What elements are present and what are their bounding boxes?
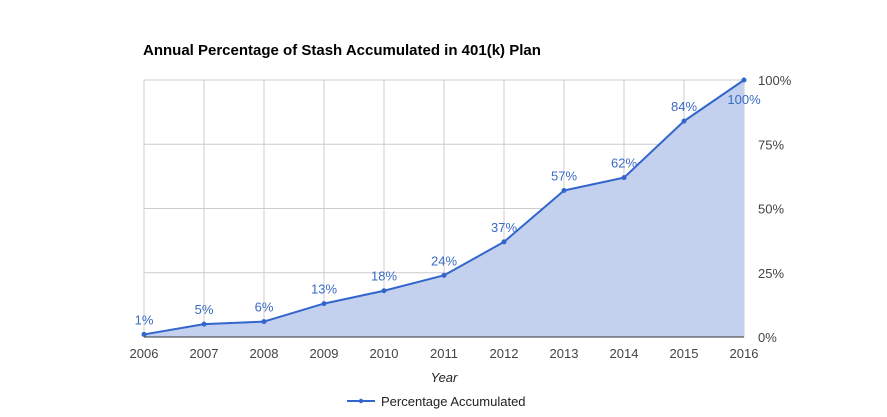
labels-layer: 1% 5% 6% 13% 18% 24% 37% 57% 62% 84% 100% (135, 92, 761, 327)
x-tick-label: 2009 (310, 346, 339, 361)
data-label: 1% (135, 312, 154, 327)
y-tick-label: 0% (758, 330, 777, 345)
x-tick-label: 2014 (610, 346, 639, 361)
data-point (621, 175, 627, 181)
y-tick-label: 100% (758, 73, 792, 88)
x-tick-label: 2015 (670, 346, 699, 361)
legend[interactable]: Percentage Accumulated (347, 394, 526, 409)
x-tick-label: 2008 (250, 346, 279, 361)
data-label: 6% (255, 300, 274, 315)
data-point (561, 188, 567, 194)
data-point (261, 319, 267, 325)
data-label: 24% (431, 253, 457, 268)
data-point (441, 272, 447, 278)
data-label: 84% (671, 99, 697, 114)
data-label: 62% (611, 156, 637, 171)
data-label: 100% (727, 92, 761, 107)
y-axis-ticks: 0% 25% 50% 75% 100% (758, 73, 792, 345)
x-tick-label: 2012 (490, 346, 519, 361)
data-label: 13% (311, 282, 337, 297)
x-tick-label: 2010 (370, 346, 399, 361)
y-tick-label: 75% (758, 137, 784, 152)
x-axis-ticks: 2006 2007 2008 2009 2010 2011 2012 2013 2014 2015… (130, 346, 759, 361)
x-tick-label: 2011 (430, 346, 458, 361)
data-label: 5% (195, 302, 214, 317)
y-tick-label: 50% (758, 202, 784, 217)
data-point (741, 77, 747, 83)
data-label: 18% (371, 269, 397, 284)
data-label: 57% (551, 169, 577, 184)
chart-title: Annual Percentage of Stash Accumulated i… (143, 42, 541, 59)
x-tick-label: 2006 (130, 346, 159, 361)
x-tick-label: 2016 (730, 346, 759, 361)
points-layer (141, 77, 747, 337)
data-point (681, 118, 687, 124)
data-label: 37% (491, 220, 517, 235)
data-point (321, 301, 327, 307)
data-point (501, 239, 507, 245)
data-point (201, 321, 207, 327)
area-fill (144, 80, 744, 337)
legend-label: Percentage Accumulated (381, 394, 526, 409)
legend-marker-swatch (358, 398, 364, 404)
data-point (141, 331, 147, 337)
data-point (381, 288, 387, 294)
x-tick-label: 2013 (550, 346, 579, 361)
x-tick-label: 2007 (190, 346, 219, 361)
x-axis-label: Year (431, 370, 458, 385)
y-tick-label: 25% (758, 266, 784, 281)
